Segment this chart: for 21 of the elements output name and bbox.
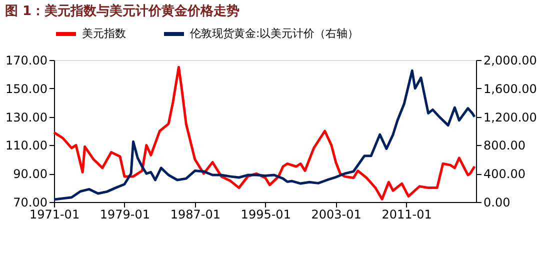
y-tick-label: 130.00 bbox=[6, 110, 48, 124]
x-tick-label: 1979-01 bbox=[100, 208, 150, 222]
y2-tick-label: 800.00 bbox=[484, 138, 526, 153]
x-tick-label: 2003-01 bbox=[311, 208, 362, 222]
x-tick-label: 2011-01 bbox=[382, 208, 432, 222]
x-tick-label: 1995-01 bbox=[240, 208, 291, 222]
y-tick-label: 150.00 bbox=[6, 82, 48, 96]
y-tick-label: 70.00 bbox=[13, 196, 48, 210]
chart-title: 图 1：美元指数与美元计价黄金价格走势 bbox=[5, 3, 240, 19]
y2-tick-label: 1,600.00 bbox=[484, 82, 537, 96]
legend-label: 伦敦现货黄金:以美元计价（右轴） bbox=[190, 27, 359, 40]
y2-tick-label: 0.00 bbox=[484, 196, 510, 210]
x-tick-label: 1987-01 bbox=[170, 208, 220, 222]
y-tick-label: 170.00 bbox=[6, 54, 48, 68]
y2-tick-label: 400.00 bbox=[484, 167, 526, 182]
y-tick-label: 110.00 bbox=[6, 138, 48, 153]
y2-tick-label: 1,200.00 bbox=[484, 110, 537, 124]
legend-label: 美元指数 bbox=[82, 27, 126, 40]
x-tick-label: 1971-01 bbox=[29, 208, 80, 222]
y-tick-label: 90.00 bbox=[13, 167, 48, 182]
y2-tick-label: 2,000.00 bbox=[484, 54, 537, 68]
